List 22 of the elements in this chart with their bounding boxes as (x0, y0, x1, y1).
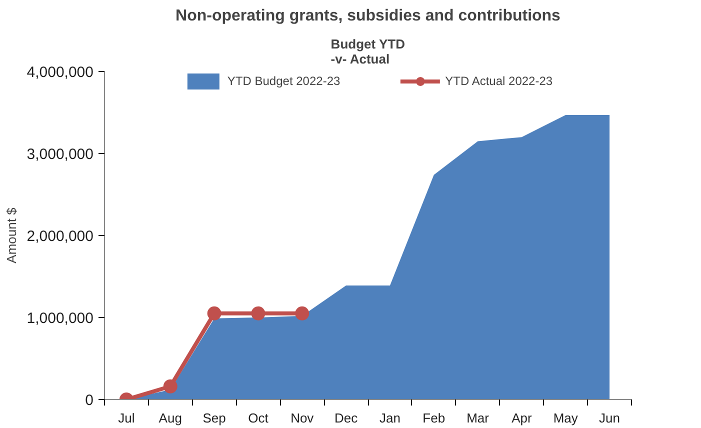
y-tick-label: 3,000,000 (26, 146, 94, 163)
x-tick-label: Mar (466, 410, 490, 426)
x-tick-label: Aug (158, 410, 182, 426)
y-tick-label: 4,000,000 (26, 64, 94, 81)
x-tick-label: May (553, 410, 578, 426)
x-tick-label: Dec (334, 410, 358, 426)
chart-title: Non-operating grants, subsidies and contributions (176, 8, 561, 24)
y-tick-label: 2,000,000 (26, 228, 94, 245)
x-tick-label: Feb (422, 410, 446, 426)
chart-subtitle: Budget YTD -v- Actual (330, 36, 405, 66)
legend-label: YTD Actual 2022-23 (445, 74, 553, 88)
x-tick-label: Oct (248, 410, 269, 426)
y-tick-label: 1,000,000 (26, 310, 94, 327)
x-tick-label: Jun (599, 410, 620, 426)
legend-label: YTD Budget 2022-23 (227, 74, 340, 88)
x-tick-label: Nov (290, 410, 314, 426)
x-tick-label: Sep (202, 410, 226, 426)
x-tick-label: Jan (379, 410, 400, 426)
x-tick-label: Apr (512, 410, 532, 426)
y-tick-label: 0 (85, 392, 94, 409)
x-tick-label: Jul (118, 410, 135, 426)
y-axis-title: Amount $ (4, 206, 19, 264)
